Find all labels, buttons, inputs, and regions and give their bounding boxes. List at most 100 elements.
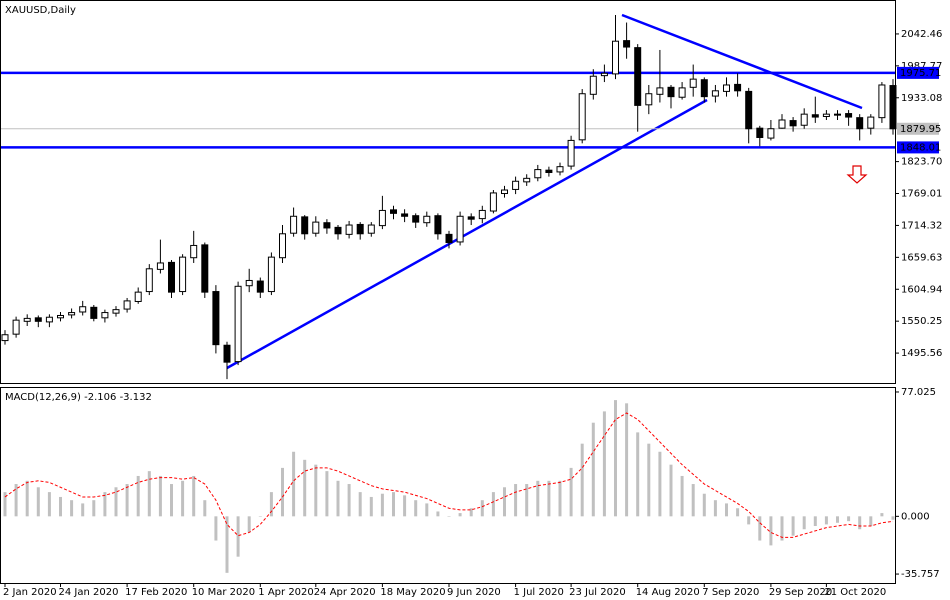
macd-bar: [880, 513, 884, 517]
candle-body: [534, 169, 542, 179]
x-tick-label: 23 Jul 2020: [569, 587, 626, 598]
macd-bar: [225, 516, 229, 573]
down-arrow: [846, 165, 868, 184]
candle-body: [179, 256, 187, 293]
macd-bar: [158, 475, 162, 517]
candle-body: [512, 180, 520, 190]
candle-body: [489, 192, 497, 212]
macd-bar: [480, 500, 484, 517]
macd-bar: [414, 500, 418, 517]
y-tick-label: 1659.63: [901, 252, 942, 263]
candle-body: [12, 319, 20, 335]
candle-body: [856, 117, 864, 130]
candle-body: [711, 90, 719, 97]
macd-bar: [836, 516, 839, 523]
candle-body: [878, 84, 886, 119]
level-label: 1975.71: [900, 68, 941, 79]
y-tick-label: 1550.25: [901, 316, 942, 327]
candle-body: [156, 262, 164, 270]
macd-bar: [680, 475, 684, 517]
candle-body: [645, 93, 653, 106]
candle-body: [201, 244, 209, 293]
x-tick-label: 24 Apr 2020: [314, 587, 376, 598]
candle-body: [811, 114, 819, 118]
macd-bar: [813, 516, 817, 527]
macd-bar: [769, 516, 773, 546]
candle-body: [45, 316, 53, 323]
level-tag: [897, 141, 939, 154]
x-tick-label: 21 Oct 2020: [824, 587, 886, 598]
candle-body: [545, 169, 553, 174]
candle-body: [501, 189, 508, 195]
macd-bar: [3, 492, 7, 517]
macd-bar: [824, 516, 828, 525]
macd-bar: [569, 467, 573, 517]
macd-bar: [558, 480, 562, 517]
current-price-label: 1879.95: [900, 124, 941, 135]
signal-line: [4, 412, 894, 538]
candle-body: [834, 113, 841, 116]
candle-body: [623, 40, 631, 48]
macd-bar: [725, 503, 728, 517]
y-tick-label: 1495.56: [901, 348, 942, 359]
macd-bar: [491, 492, 495, 517]
macd-bar: [747, 516, 751, 525]
candle-body: [367, 224, 375, 234]
x-tick-label: 7 Sep 2020: [702, 587, 759, 598]
candle-body: [412, 215, 420, 223]
candle-body: [123, 300, 131, 310]
x-tick-label: 14 Aug 2020: [636, 587, 700, 598]
macd-bar: [47, 492, 51, 517]
candle-body: [478, 209, 486, 220]
candle-body: [356, 223, 364, 235]
macd-bar: [269, 492, 273, 517]
candle-body: [723, 84, 730, 92]
candle-body: [767, 128, 775, 139]
macd-bar: [369, 496, 373, 517]
candle-body: [323, 222, 331, 229]
macd-bar: [425, 503, 429, 517]
signal-value: -3.132: [120, 392, 152, 403]
macd-bar: [713, 500, 717, 517]
x-tick-label: 24 Jan 2020: [59, 587, 119, 598]
x-tick-label: 29 Sep 2020: [769, 587, 832, 598]
trend-line: [621, 13, 863, 110]
macd-bar: [358, 492, 362, 517]
macd-bar: [380, 493, 384, 517]
candle-body: [134, 291, 142, 302]
macd-bar: [59, 496, 62, 517]
candle-body: [345, 224, 353, 235]
y-tick-label: 1823.70: [901, 157, 942, 168]
macd-bar: [25, 480, 29, 517]
macd-bar: [292, 451, 296, 517]
macd-bar: [636, 432, 640, 517]
macd-bar: [691, 484, 695, 517]
macd-bar: [203, 500, 207, 517]
candle-body: [290, 215, 298, 234]
candle-body: [256, 280, 264, 293]
macd-bar: [147, 471, 151, 517]
macd-bar: [192, 475, 196, 517]
macd-bar: [580, 443, 584, 517]
macd-bar: [525, 484, 529, 517]
macd-bar: [247, 516, 251, 533]
macd-bar: [702, 493, 706, 517]
macd-bar: [625, 403, 629, 517]
price-panel: [0, 0, 896, 384]
x-tick-label: 9 Jun 2020: [447, 587, 501, 598]
candle-body: [700, 79, 708, 98]
candle-body: [523, 177, 531, 183]
macd-bar: [758, 516, 762, 541]
macd-bar: [847, 516, 851, 522]
macd-bar: [81, 503, 85, 517]
candle-body: [1, 334, 9, 342]
macd-bar: [36, 487, 40, 517]
x-tick-label: 1 Jul 2020: [514, 587, 564, 598]
macd-bar: [92, 500, 96, 517]
level-label: 1848.01: [900, 142, 941, 153]
y-tick-label: 77.025: [901, 387, 936, 398]
candle-body: [145, 268, 153, 293]
y-tick-label: 1987.77: [901, 61, 942, 72]
